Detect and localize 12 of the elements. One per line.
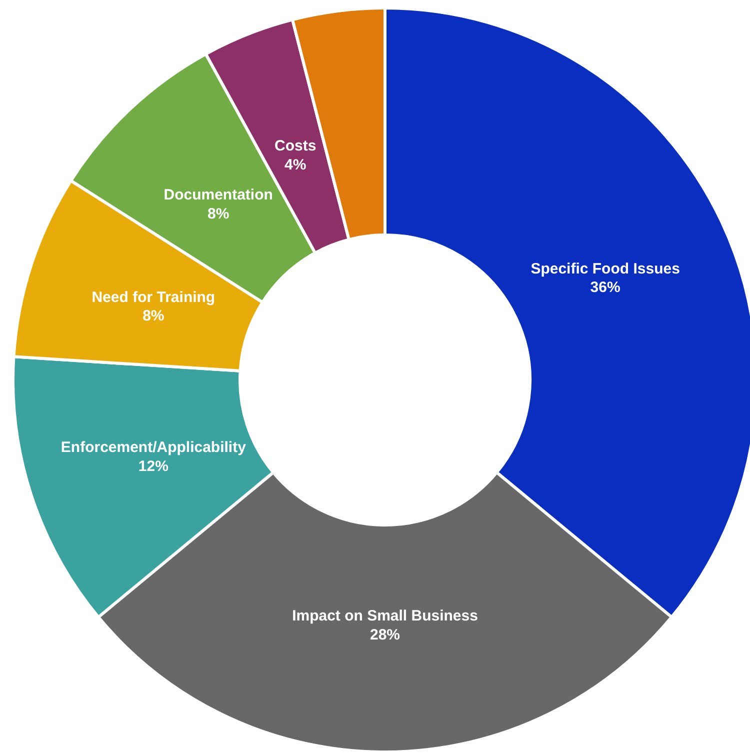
- slice-label: Impact on Small Business: [292, 608, 478, 624]
- slice-label: Costs: [274, 138, 316, 155]
- slice-label: Specific Food Issues: [530, 260, 680, 278]
- data-label: 12%: [138, 458, 168, 475]
- data-label: 28%: [370, 626, 400, 644]
- data-label: 36%: [590, 279, 620, 296]
- data-label: 4%: [284, 156, 306, 174]
- slice-label: Enforcement/Applicability: [60, 439, 247, 456]
- data-label: 8%: [142, 308, 164, 325]
- slice-label: Need for Training: [92, 288, 216, 306]
- data-label: 8%: [207, 205, 230, 222]
- slice-label: Documentation: [164, 186, 273, 204]
